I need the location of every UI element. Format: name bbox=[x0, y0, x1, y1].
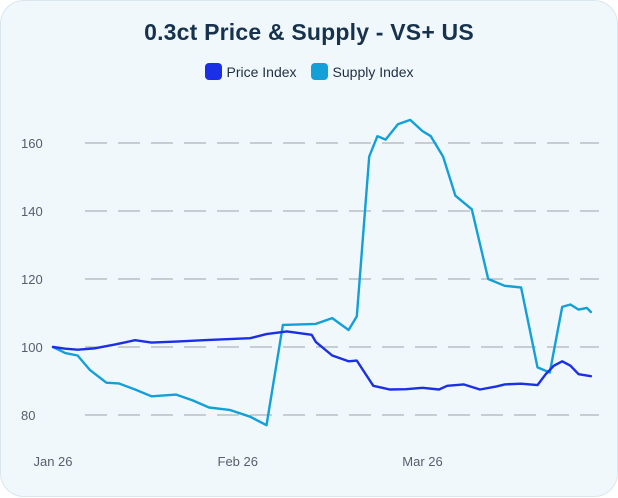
y-tick-label-100: 100 bbox=[21, 340, 43, 355]
x-tick-label-feb-26: Feb 26 bbox=[218, 454, 258, 469]
y-tick-label-140: 140 bbox=[21, 204, 43, 219]
legend-label-supply: Supply Index bbox=[332, 63, 414, 80]
legend-swatch-supply bbox=[310, 63, 328, 80]
x-tick-label-jan-26: Jan 26 bbox=[33, 454, 72, 469]
y-tick-label-80: 80 bbox=[21, 408, 35, 423]
legend-swatch-price bbox=[204, 63, 222, 80]
legend-item-supply[interactable]: Supply Index bbox=[310, 63, 414, 80]
legend-item-price[interactable]: Price Index bbox=[204, 63, 297, 80]
x-tick-label-mar-26: Mar 26 bbox=[402, 454, 442, 469]
y-tick-label-120: 120 bbox=[21, 272, 43, 287]
y-tick-label-160: 160 bbox=[21, 136, 43, 151]
legend: Price Index Supply Index bbox=[1, 63, 617, 80]
series-line-price-index bbox=[51, 330, 593, 391]
chart-title: 0.3ct Price & Supply - VS+ US bbox=[144, 19, 474, 45]
series-line-supply-index bbox=[51, 118, 593, 427]
legend-label-price: Price Index bbox=[226, 63, 297, 80]
